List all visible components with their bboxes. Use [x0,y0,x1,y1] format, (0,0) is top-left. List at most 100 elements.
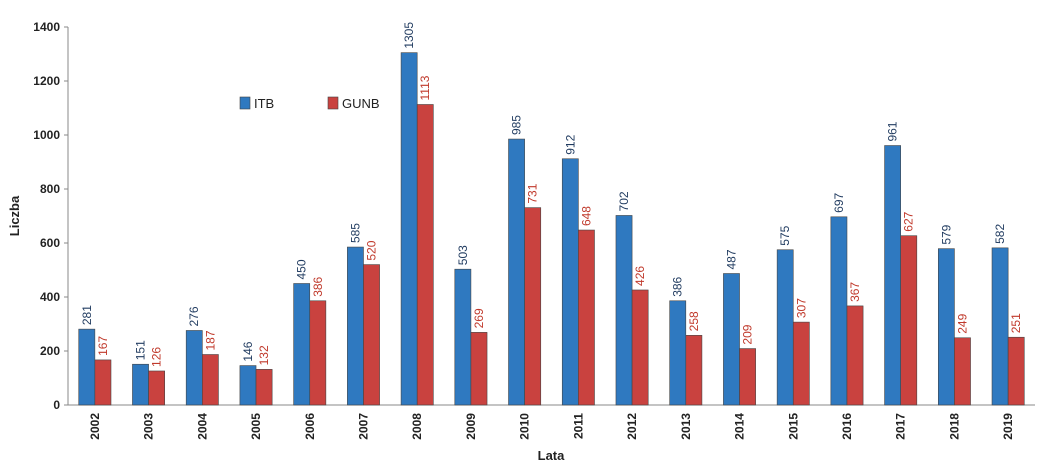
bar [293,283,311,406]
data-label: 961 [886,121,900,141]
x-tick-label: 2019 [1001,413,1015,440]
x-tick-label: 2003 [142,413,156,440]
y-tick-label: 1000 [33,128,60,142]
data-label: 151 [134,340,148,360]
data-label: 426 [633,266,647,286]
y-tick-label: 400 [40,290,60,304]
bar [991,247,1009,406]
bar [578,229,595,406]
y-axis-title: Liczba [7,195,22,236]
data-label: 702 [617,191,631,211]
x-tick-label: 2004 [195,413,209,440]
data-label: 276 [187,306,201,326]
legend-label: GUNB [342,96,380,111]
x-tick-label: 2011 [571,413,585,439]
bar [792,321,810,406]
bar [94,359,112,406]
data-label: 731 [526,183,540,203]
bar [363,264,380,406]
data-label: 575 [778,225,792,245]
bar [132,363,149,406]
bar [347,246,364,406]
data-label: 386 [311,276,325,296]
data-label: 167 [96,336,110,356]
bar [148,370,165,406]
bar [239,365,257,406]
bar [78,328,96,406]
bar [846,305,864,406]
bar [776,249,794,406]
bar [470,332,488,406]
x-tick-label: 2002 [88,413,102,440]
data-label: 1305 [402,22,416,49]
data-label: 269 [472,308,486,328]
data-label: 648 [579,206,593,226]
bar [900,235,918,406]
bar [615,215,633,406]
y-tick-label: 200 [40,344,60,358]
bar [454,268,472,406]
data-label: 450 [295,259,309,279]
bar [561,158,579,406]
x-tick-label: 2008 [410,413,424,440]
y-tick-label: 1400 [33,20,60,34]
data-label: 307 [794,298,808,318]
bar [739,348,756,406]
x-tick-label: 2017 [894,413,908,440]
bar [508,138,525,406]
x-tick-label: 2015 [786,413,800,440]
data-label: 585 [348,223,362,243]
x-tick-label: 2009 [464,413,478,440]
y-tick-label: 600 [40,236,60,250]
x-tick-label: 2006 [303,413,317,440]
x-tick-label: 2016 [840,413,854,440]
bar [1007,336,1025,406]
bar [685,335,703,406]
bar [954,337,971,406]
x-tick-label: 2005 [249,413,263,440]
data-label: 985 [510,115,524,135]
bar [937,248,955,406]
x-axis-title: Lata [538,448,566,463]
x-tick-label: 2014 [733,413,747,440]
bar [185,330,203,406]
legend-swatch [239,96,251,110]
bar [255,369,273,406]
data-label: 258 [687,311,701,331]
bar [830,216,848,406]
data-label: 187 [203,330,217,350]
x-tick-label: 2012 [625,413,639,440]
bar [669,300,687,406]
data-label: 126 [150,347,164,367]
data-label: 582 [993,224,1007,244]
data-label: 367 [848,282,862,302]
data-label: 579 [939,224,953,244]
data-label: 697 [832,192,846,212]
bar [631,289,649,406]
bar [202,354,219,406]
y-tick-label: 800 [40,182,60,196]
legend-swatch [327,96,339,110]
bar [416,104,434,406]
data-label: 132 [257,345,271,365]
data-label: 912 [563,134,577,154]
bar [723,273,740,406]
x-tick-label: 2007 [356,413,370,440]
data-label: 146 [241,341,255,361]
data-label: 281 [80,305,94,325]
bar [309,300,327,406]
bar [884,145,901,406]
legend-label: ITB [254,96,274,111]
data-label: 209 [741,324,755,344]
data-label: 386 [671,276,685,296]
x-tick-label: 2018 [947,413,961,440]
data-label: 249 [955,313,969,333]
data-label: 1113 [418,75,432,100]
data-label: 503 [456,245,470,265]
data-label: 487 [724,249,738,269]
bar [400,52,418,406]
data-label: 520 [365,240,379,260]
y-tick-label: 1200 [33,74,60,88]
x-tick-label: 2010 [518,413,532,440]
